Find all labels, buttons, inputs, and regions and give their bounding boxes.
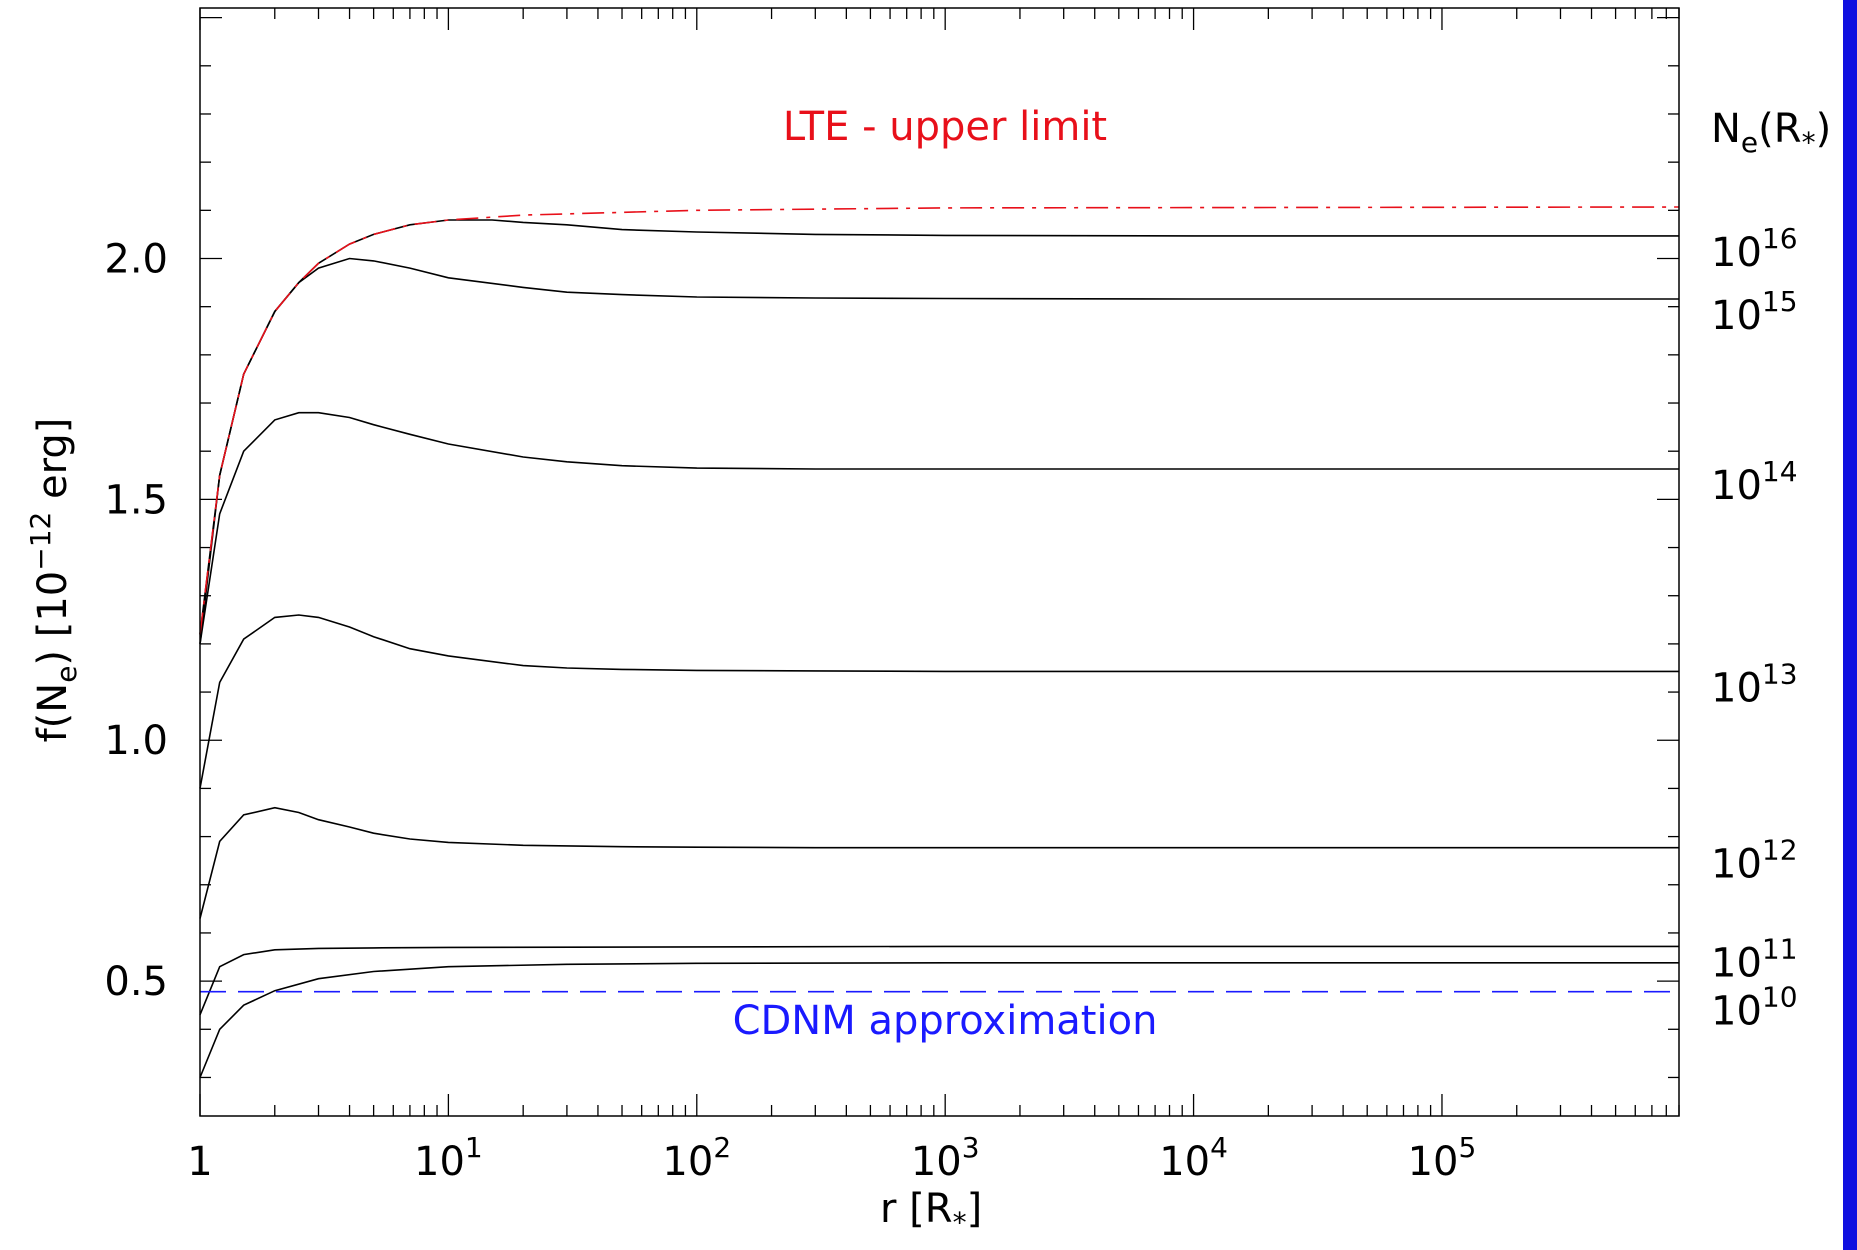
y-axis-label-sub: e xyxy=(50,666,83,683)
series-line xyxy=(199,945,1679,1016)
y-tick-label: 1.0 xyxy=(104,718,168,764)
axis-ticks xyxy=(199,8,1680,1116)
window-edge-bar xyxy=(1843,0,1857,1250)
x-tick-label-base: 10 xyxy=(662,1139,713,1185)
series-label-exp: 11 xyxy=(1762,932,1798,965)
series-label-exp: 13 xyxy=(1762,657,1798,690)
series-label-base: 10 xyxy=(1711,988,1762,1034)
series-line xyxy=(199,411,1679,645)
series-label: 1016 xyxy=(1711,222,1798,276)
x-tick-label: 103 xyxy=(911,1131,980,1185)
series-label: 1014 xyxy=(1711,455,1798,509)
x-tick-label-base: 10 xyxy=(1408,1139,1459,1185)
series-label-exp: 10 xyxy=(1762,980,1798,1013)
y-tick-label: 0.5 xyxy=(104,959,168,1005)
x-tick-label: 104 xyxy=(1159,1131,1228,1185)
lte-limit-line xyxy=(199,206,1680,635)
x-axis-label-sub: * xyxy=(953,1206,967,1239)
right-header-open: (R xyxy=(1758,106,1801,152)
right-header: Ne(R*) xyxy=(1711,106,1831,159)
series-label: 1011 xyxy=(1711,932,1798,986)
y-tick-label: 2.0 xyxy=(104,237,168,283)
series-label: 1012 xyxy=(1711,834,1798,888)
x-axis-label-main: r [R xyxy=(880,1186,953,1232)
series-label-exp: 14 xyxy=(1762,455,1798,488)
series-lines xyxy=(199,206,1680,1078)
plot-frame xyxy=(199,7,1680,1117)
series-label-base: 10 xyxy=(1711,940,1762,986)
x-tick-label-base: 10 xyxy=(414,1139,465,1185)
y-axis-label-pre: f(N xyxy=(30,683,76,743)
cdnm-annotation: CDNM approximation xyxy=(733,998,1158,1044)
series-label: 1010 xyxy=(1711,980,1798,1034)
x-tick-label-base: 1 xyxy=(187,1139,212,1185)
x-tick-label-base: 10 xyxy=(911,1139,962,1185)
x-axis-label: r [R*] xyxy=(880,1186,982,1239)
y-axis-label: f(Ne) [10−12 erg] xyxy=(24,418,83,743)
y-tick-label: 1.5 xyxy=(104,477,168,523)
x-tick-label: 102 xyxy=(662,1131,731,1185)
series-label-exp: 16 xyxy=(1762,222,1798,255)
series-line xyxy=(199,962,1679,1078)
y-axis-label-sup: −12 xyxy=(24,512,57,571)
y-axis-label-post: erg] xyxy=(30,418,76,512)
x-tick-label-base: 10 xyxy=(1159,1139,1210,1185)
series-label-base: 10 xyxy=(1711,293,1762,339)
series-line xyxy=(199,614,1679,789)
series-line xyxy=(199,806,1679,919)
x-tick-label-exp: 5 xyxy=(1459,1131,1477,1164)
x-tick-labels: 1 101 102 103 104 105 xyxy=(187,1131,1476,1185)
x-tick-label-exp: 1 xyxy=(465,1131,483,1164)
series-label-exp: 12 xyxy=(1762,834,1798,867)
y-tick-labels: 0.5 1.0 1.5 2.0 xyxy=(104,237,168,1006)
series-line xyxy=(199,257,1679,644)
right-header-sub: e xyxy=(1741,126,1758,159)
x-tick-label: 105 xyxy=(1408,1131,1477,1185)
x-axis-label-close: ] xyxy=(967,1186,983,1232)
x-tick-label: 1 xyxy=(187,1139,212,1185)
series-label-base: 10 xyxy=(1711,230,1762,276)
y-axis-label-mid: ) [10 xyxy=(30,571,76,666)
x-tick-label-exp: 4 xyxy=(1210,1131,1228,1164)
x-tick-label: 101 xyxy=(414,1131,483,1185)
right-header-sub2: * xyxy=(1802,126,1816,159)
series-label: 1015 xyxy=(1711,285,1798,339)
right-header-close: ) xyxy=(1816,106,1832,152)
series-label-base: 10 xyxy=(1711,665,1762,711)
series-label-exp: 15 xyxy=(1762,285,1798,318)
right-header-main: N xyxy=(1711,106,1741,152)
lte-annotation: LTE - upper limit xyxy=(783,104,1107,150)
series-line xyxy=(199,219,1679,635)
x-tick-label-exp: 3 xyxy=(962,1131,980,1164)
x-tick-label-exp: 2 xyxy=(713,1131,731,1164)
series-label-base: 10 xyxy=(1711,463,1762,509)
series-label: 1013 xyxy=(1711,657,1798,711)
series-label-base: 10 xyxy=(1711,842,1762,888)
